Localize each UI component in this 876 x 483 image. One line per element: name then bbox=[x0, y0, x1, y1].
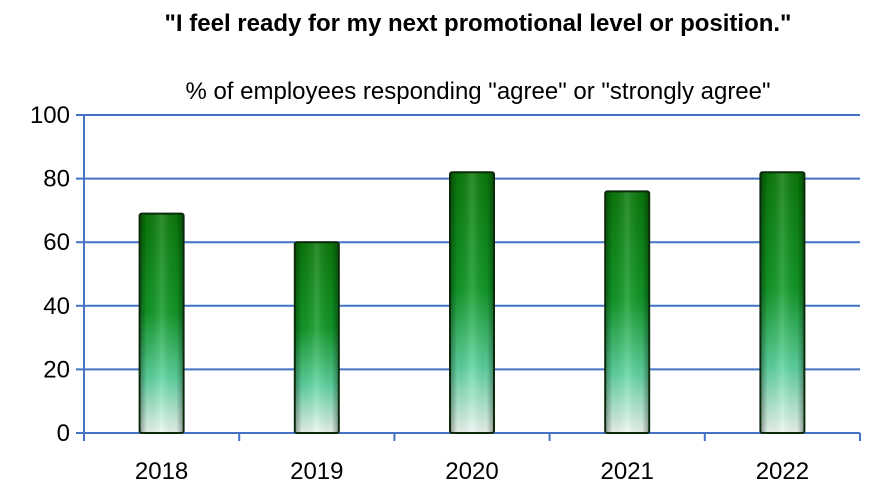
bar-shading bbox=[295, 243, 338, 432]
bar bbox=[138, 212, 185, 434]
bar bbox=[759, 171, 806, 435]
x-tick-label: 2018 bbox=[135, 458, 188, 483]
chart-title: "I feel ready for my next promotional le… bbox=[164, 10, 792, 37]
y-tick-label: 80 bbox=[43, 166, 70, 193]
x-tick-label: 2022 bbox=[756, 458, 809, 483]
tick-labels: 0 20 40 60 80 100 2018 2019 2020 2021 2022 bbox=[30, 102, 809, 483]
x-tick-label: 2020 bbox=[445, 458, 498, 483]
y-tick-label: 60 bbox=[43, 229, 70, 256]
bar bbox=[604, 190, 651, 434]
y-tick-label: 0 bbox=[57, 420, 70, 447]
y-tick-label: 20 bbox=[43, 356, 70, 383]
axes bbox=[76, 114, 861, 441]
y-tick-label: 40 bbox=[43, 293, 70, 320]
bars bbox=[138, 171, 806, 435]
bar-shading bbox=[606, 192, 649, 432]
x-tick-label: 2019 bbox=[290, 458, 343, 483]
bar bbox=[449, 171, 495, 435]
bar-shading bbox=[451, 173, 493, 433]
chart-subtitle: % of employees responding "agree" or "st… bbox=[185, 78, 771, 105]
x-tick-label: 2021 bbox=[601, 458, 654, 483]
bar bbox=[293, 241, 340, 434]
y-tick-label: 100 bbox=[30, 102, 70, 129]
bar-shading bbox=[140, 214, 183, 432]
bar-shading bbox=[761, 173, 804, 433]
